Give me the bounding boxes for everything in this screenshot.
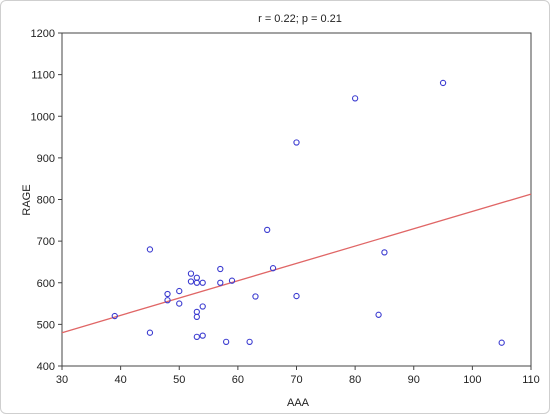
data-point <box>293 292 300 300</box>
y-tick-label: 700 <box>37 236 55 248</box>
data-point <box>252 293 259 300</box>
y-tick-label: 600 <box>37 278 55 290</box>
data-point <box>439 79 447 87</box>
x-tick-label: 60 <box>232 374 244 386</box>
x-axis-title: AAA <box>287 397 310 409</box>
y-axis-title: RAGE <box>21 184 33 215</box>
x-tick-label: 50 <box>173 374 185 386</box>
data-point <box>217 265 224 273</box>
data-point <box>193 308 200 316</box>
data-point <box>193 274 200 281</box>
x-tick-label: 100 <box>463 374 481 386</box>
data-point <box>199 303 206 310</box>
data-point <box>293 139 300 146</box>
data-point <box>199 332 206 339</box>
data-point <box>146 329 154 336</box>
y-tick-label: 900 <box>37 153 55 165</box>
data-point <box>217 279 224 286</box>
data-point <box>193 313 200 321</box>
data-point <box>176 300 183 307</box>
y-tick-label: 800 <box>37 195 55 207</box>
regression-line <box>61 193 532 334</box>
data-point <box>146 246 154 253</box>
x-tick-label: 90 <box>408 374 420 386</box>
chart-title: r = 0.22; p = 0.21 <box>258 13 342 25</box>
data-point <box>269 265 277 272</box>
data-point <box>381 249 388 256</box>
data-point <box>164 297 171 304</box>
data-point <box>111 312 118 320</box>
data-point <box>176 287 183 295</box>
data-point <box>264 226 271 234</box>
data-point <box>187 278 195 285</box>
y-tick-label: 1100 <box>31 70 55 82</box>
x-tick-label: 80 <box>349 374 361 386</box>
data-point <box>375 311 382 318</box>
x-tick-label: 40 <box>115 374 127 386</box>
data-point <box>187 270 195 277</box>
plot-border <box>61 32 532 367</box>
y-tick-label: 400 <box>37 361 55 373</box>
x-tick-label: 110 <box>522 374 540 386</box>
data-point <box>164 290 171 298</box>
data-point <box>351 95 359 102</box>
data-point <box>246 338 253 346</box>
x-tick-label: 70 <box>290 374 302 386</box>
y-tick-label: 1000 <box>31 111 55 123</box>
y-tick-label: 1200 <box>31 28 55 40</box>
data-point <box>193 279 200 286</box>
data-point <box>199 279 206 286</box>
data-point <box>222 338 230 346</box>
data-point <box>193 333 200 341</box>
data-point <box>228 277 236 284</box>
y-tick-label: 500 <box>37 319 55 331</box>
data-point <box>498 339 505 346</box>
x-tick-label: 30 <box>56 374 68 386</box>
plot-area: 30 40 50 60 70 80 90 100 110 400 500 600 700 800 900 10… <box>31 28 540 386</box>
